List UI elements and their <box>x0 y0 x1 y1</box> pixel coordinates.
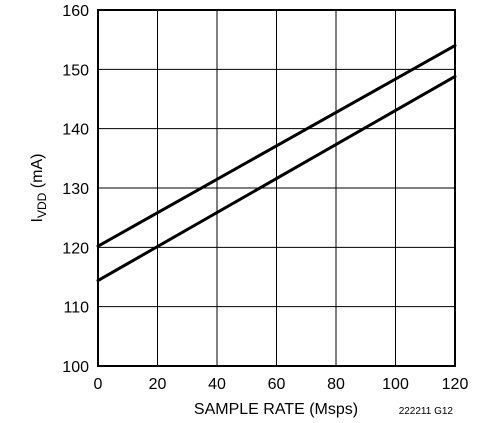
series-line-2 <box>96 74 457 283</box>
y-tick-label: 160 <box>62 3 89 20</box>
x-tick-label: 40 <box>208 376 226 393</box>
y-tick-label: 140 <box>62 122 89 139</box>
y-tick-label: 110 <box>63 300 89 317</box>
x-tick-label: 120 <box>442 376 469 393</box>
y-tick-label: 100 <box>62 359 89 376</box>
series-lines <box>96 44 457 283</box>
y-axis-label: IVDD (mA) <box>29 154 49 223</box>
x-tick-labels: 0 20 40 60 80 100 120 <box>94 376 469 393</box>
y-tick-label: 120 <box>62 240 89 257</box>
figure-id: 222211 G12 <box>399 406 454 417</box>
series-line-1 <box>96 44 457 248</box>
x-tick-label: 20 <box>149 376 167 393</box>
x-tick-label: 0 <box>94 376 103 393</box>
y-tick-label: 150 <box>62 62 89 79</box>
y-axis-label-unit: (mA) <box>29 154 46 193</box>
y-axis-label-subscript: VDD <box>35 192 49 218</box>
x-axis-label: SAMPLE RATE (Msps) <box>194 401 358 418</box>
x-tick-label: 80 <box>327 376 345 393</box>
x-tick-label: 100 <box>382 376 409 393</box>
x-tick-label: 60 <box>268 376 286 393</box>
grid <box>97 9 456 367</box>
plot-frame <box>97 9 456 367</box>
y-tick-label: 130 <box>62 181 89 198</box>
y-tick-labels: 100 110 120 130 140 150 160 <box>62 3 89 376</box>
y-axis-label-main: I <box>29 218 46 222</box>
